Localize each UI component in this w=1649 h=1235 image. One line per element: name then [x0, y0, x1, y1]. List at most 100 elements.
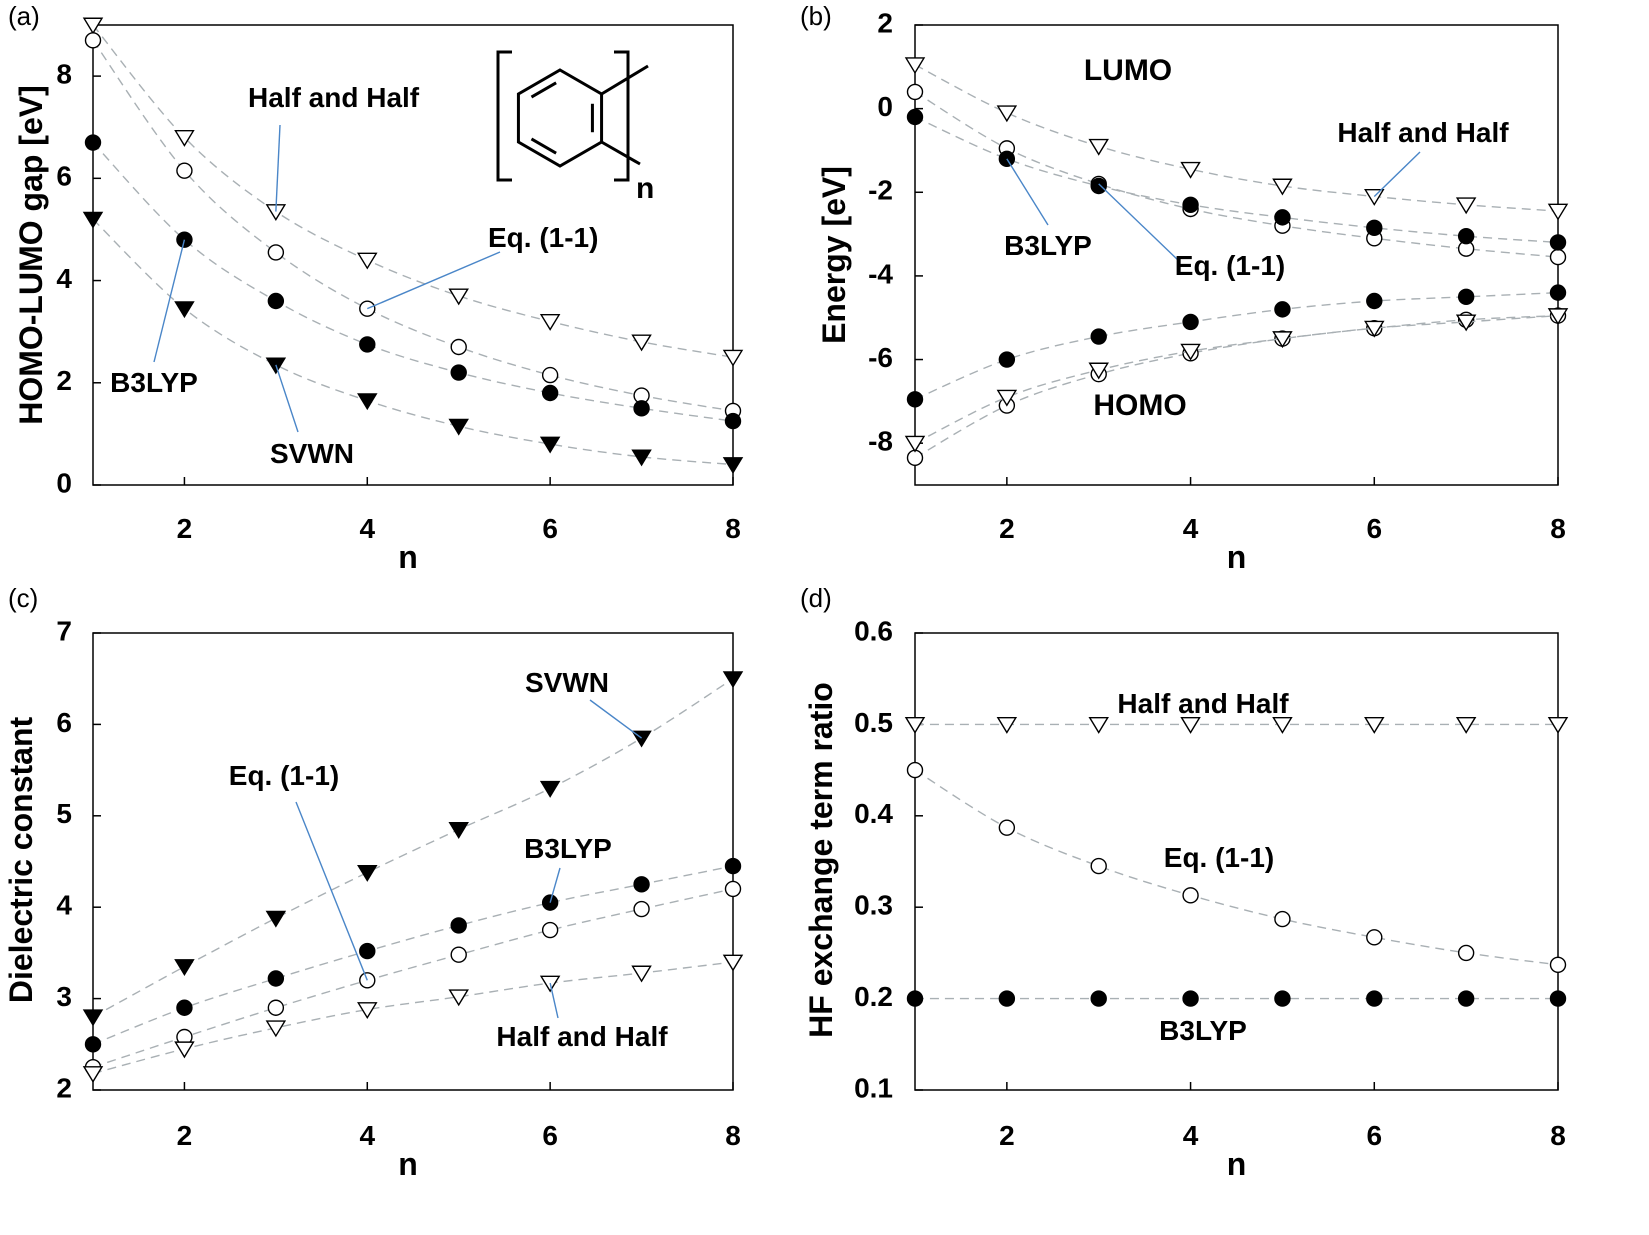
data-point — [722, 457, 744, 475]
annotation-leader-line — [275, 124, 281, 212]
x-tick-label: 4 — [1183, 513, 1199, 544]
data-point — [1274, 910, 1291, 928]
data-point — [359, 942, 376, 960]
data-point — [82, 1066, 104, 1083]
annotation-leader-line — [1006, 158, 1049, 226]
data-point — [357, 393, 378, 411]
panel-label: (d) — [800, 583, 832, 613]
y-tick-label: -6 — [868, 342, 893, 373]
data-point — [1455, 197, 1477, 215]
x-tick-label: 6 — [542, 1120, 558, 1151]
data-point — [1366, 990, 1383, 1007]
x-tick-label: 2 — [999, 513, 1015, 544]
data-point — [906, 108, 924, 126]
data-point — [1455, 314, 1477, 332]
data-point — [1547, 203, 1569, 221]
annotation-label: Eq. (1-1) — [229, 760, 339, 791]
data-point — [1272, 331, 1293, 349]
series-trend-line — [914, 116, 1559, 244]
x-tick-label: 4 — [359, 513, 375, 544]
data-point — [539, 313, 561, 331]
x-axis-title: n — [1227, 539, 1247, 575]
data-point — [998, 990, 1016, 1007]
panel-0: 2 4 6 8 0 2 4 6 8 n HOMO-LUMO gap [eV] Half and Hal… — [13, 17, 744, 575]
annotation-label: Eq. (1-1) — [488, 222, 598, 253]
y-tick-label: 5 — [56, 798, 72, 829]
data-point — [1366, 929, 1383, 946]
annotation-leader-line — [295, 801, 368, 981]
data-point — [1090, 328, 1107, 345]
y-tick-label: 0.4 — [854, 798, 893, 829]
y-tick-label: 0 — [877, 91, 893, 122]
data-point — [265, 910, 287, 928]
ring-double-bond — [530, 137, 557, 155]
ring-double-bond — [530, 81, 557, 99]
data-point — [267, 292, 285, 310]
y-tick-label: 8 — [56, 59, 72, 90]
data-point — [450, 338, 467, 356]
series-half-and-half — [82, 17, 744, 367]
annotation-label: Half and Half — [1117, 688, 1289, 719]
series-svwn — [82, 211, 744, 475]
x-tick-label: 2 — [999, 1120, 1015, 1151]
data-point — [1547, 308, 1569, 326]
benzene-ring — [516, 68, 604, 168]
data-point — [906, 761, 924, 779]
series-b3lyp-homo — [906, 284, 1567, 408]
annotation-leader-line — [275, 364, 299, 433]
data-point — [448, 288, 469, 306]
annotation-label: Half and Half — [248, 82, 420, 113]
data-point — [176, 999, 193, 1016]
data-point — [267, 244, 285, 261]
y-tick-label: 6 — [56, 707, 72, 738]
y-tick-label: 4 — [56, 890, 72, 921]
data-point — [631, 334, 652, 352]
data-point — [1274, 301, 1291, 318]
data-point — [1272, 178, 1293, 196]
data-point — [1549, 956, 1567, 973]
data-point — [996, 105, 1018, 123]
y-tick-label: 6 — [56, 161, 72, 192]
data-point — [265, 1020, 287, 1038]
data-point — [174, 959, 195, 977]
series-trend-line — [92, 888, 734, 1068]
data-point — [722, 954, 744, 972]
data-point — [450, 946, 467, 963]
data-point — [450, 917, 467, 934]
x-tick-label: 8 — [1550, 513, 1566, 544]
repeat-unit-subscript: n — [636, 172, 654, 205]
x-tick-label: 2 — [177, 513, 193, 544]
y-tick-label: 2 — [877, 7, 893, 38]
series-b3lyp-lumo — [906, 108, 1567, 251]
annotation-label: Half and Half — [496, 1021, 668, 1052]
x-tick-label: 6 — [1366, 513, 1382, 544]
data-point — [541, 384, 559, 402]
series-b3lyp — [84, 857, 742, 1053]
annotation-label: Eq. (1-1) — [1175, 250, 1285, 281]
data-point — [82, 211, 104, 229]
y-tick-label: 2 — [56, 365, 72, 396]
data-point — [996, 716, 1018, 734]
data-point — [1180, 716, 1201, 734]
y-tick-label: 3 — [56, 981, 72, 1012]
y-tick-label: 0.1 — [854, 1072, 893, 1103]
y-tick-label: 0.2 — [854, 981, 893, 1012]
bond-top — [600, 64, 649, 96]
polymer-structure-inset — [496, 50, 649, 182]
y-tick-label: 0.5 — [854, 707, 893, 738]
x-tick-label: 8 — [725, 513, 741, 544]
data-point — [357, 252, 378, 270]
data-point — [1182, 990, 1199, 1007]
left-bracket — [496, 50, 512, 182]
data-point — [998, 351, 1016, 368]
series-eq-1-1-homo — [906, 307, 1567, 467]
data-point — [1549, 234, 1567, 251]
annotation-leader-line — [589, 699, 642, 739]
annotation-label: SVWN — [525, 667, 609, 698]
y-tick-label: -4 — [868, 258, 893, 289]
data-point — [450, 364, 467, 381]
data-point — [1274, 990, 1291, 1007]
series-eq-1-1- — [84, 880, 742, 1076]
data-point — [82, 1009, 104, 1027]
